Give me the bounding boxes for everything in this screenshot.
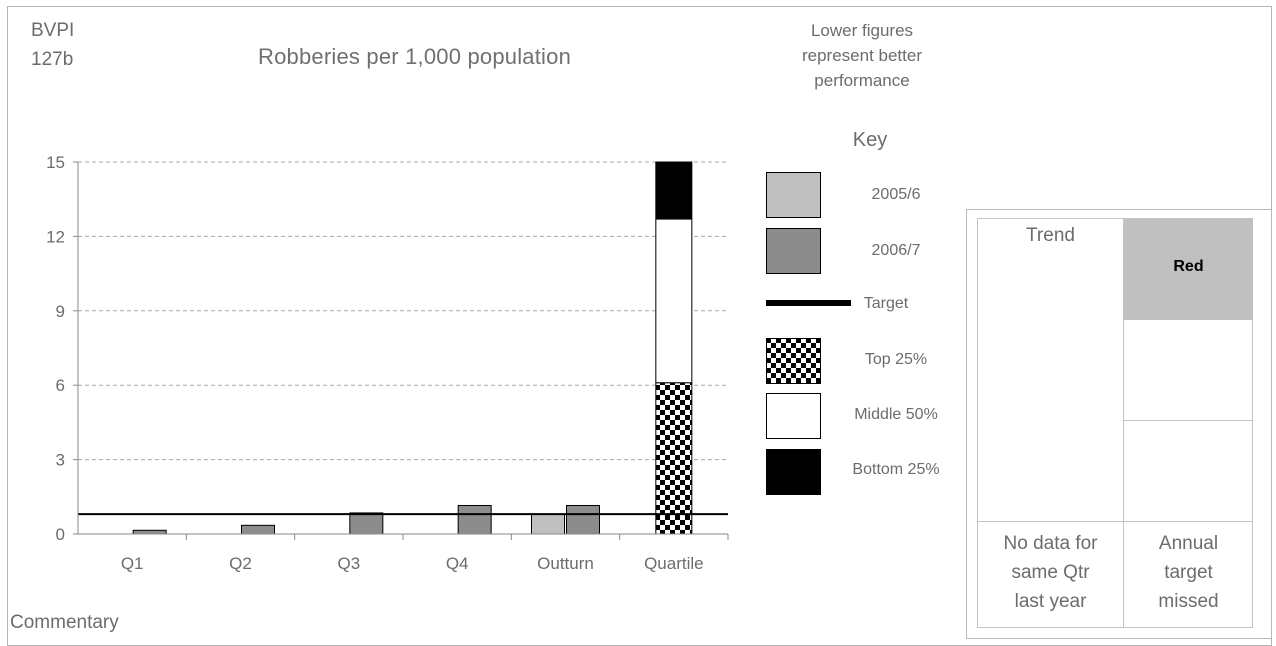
notes-divider [977,521,1253,522]
status-note: Annual target missed [1124,529,1253,616]
indicator-code-prefix: BVPI [31,20,75,41]
legend-label-top-25: Top 25% [864,351,928,368]
bar-2005-6 [531,513,565,535]
status-label: Red [1173,258,1204,275]
quartile-band-middle-50 [655,218,693,384]
x-tick-label: Q3 [337,554,360,573]
status-note-line: target [1164,562,1213,583]
trend-label: Trend [1026,225,1075,246]
trend-note: No data for same Qtr last year [977,529,1124,616]
bar-2006-7 [241,524,275,535]
x-tick-label: Quartile [644,554,704,573]
legend-swatch-2006-7 [766,228,821,274]
bar-2006-7 [132,529,167,535]
y-tick-label: 6 [56,376,65,395]
legend-swatch-bottom-25 [766,449,821,495]
quartile-band-top-25 [655,382,693,535]
x-tick-label: Q1 [121,554,144,573]
bar-2006-7 [349,512,384,535]
quartile-band-bottom-25 [655,161,693,220]
legend-swatch-target [766,300,851,306]
status-note-line: missed [1158,591,1219,612]
trend-note-line: No data for [1003,533,1098,554]
legend-label-2006-7: 2006/7 [871,242,921,259]
legend-swatch-top-25 [766,338,821,384]
legend-label-bottom-25: Bottom 25% [852,461,940,478]
x-tick-label: Outturn [537,554,594,573]
y-tick-label: 15 [46,153,65,172]
legend-title: Key [852,129,888,151]
trend-note-line: same Qtr [1011,562,1090,583]
x-tick-label: Q2 [229,554,252,573]
chart-title: Robberies per 1,000 population [258,44,572,69]
y-tick-label: 9 [56,302,65,321]
legend-swatch-2005-6 [766,172,821,218]
trend-note-line: last year [1014,591,1087,612]
performance-note: Lower figures represent better performan… [762,18,962,93]
status-badge: Red [1124,218,1253,320]
bar-2006-7 [566,504,600,535]
legend-label-2005-6: 2005/6 [871,186,921,203]
status-divider [1124,420,1253,421]
y-tick-label: 0 [56,525,65,544]
status-note-line: Annual [1158,533,1219,554]
legend-label-middle-50: Middle 50% [854,406,938,423]
performance-note-line: Lower figures [810,21,914,40]
x-tick-label: Q4 [446,554,469,573]
commentary-label: Commentary [10,612,119,633]
y-tick-label: 12 [46,227,65,246]
bar-chart: 0 3 6 9 12 15 Q1 Q2 Q3 Q4 Outturn Quartile [46,153,729,573]
performance-note-line: performance [814,71,910,90]
y-tick-label: 3 [56,451,65,470]
bar-2006-7 [457,504,492,535]
performance-note-line: represent better [801,46,922,65]
indicator-code-number: 127b [31,49,74,70]
legend-label-target: Target [863,295,909,312]
legend-swatch-middle-50 [766,393,821,439]
